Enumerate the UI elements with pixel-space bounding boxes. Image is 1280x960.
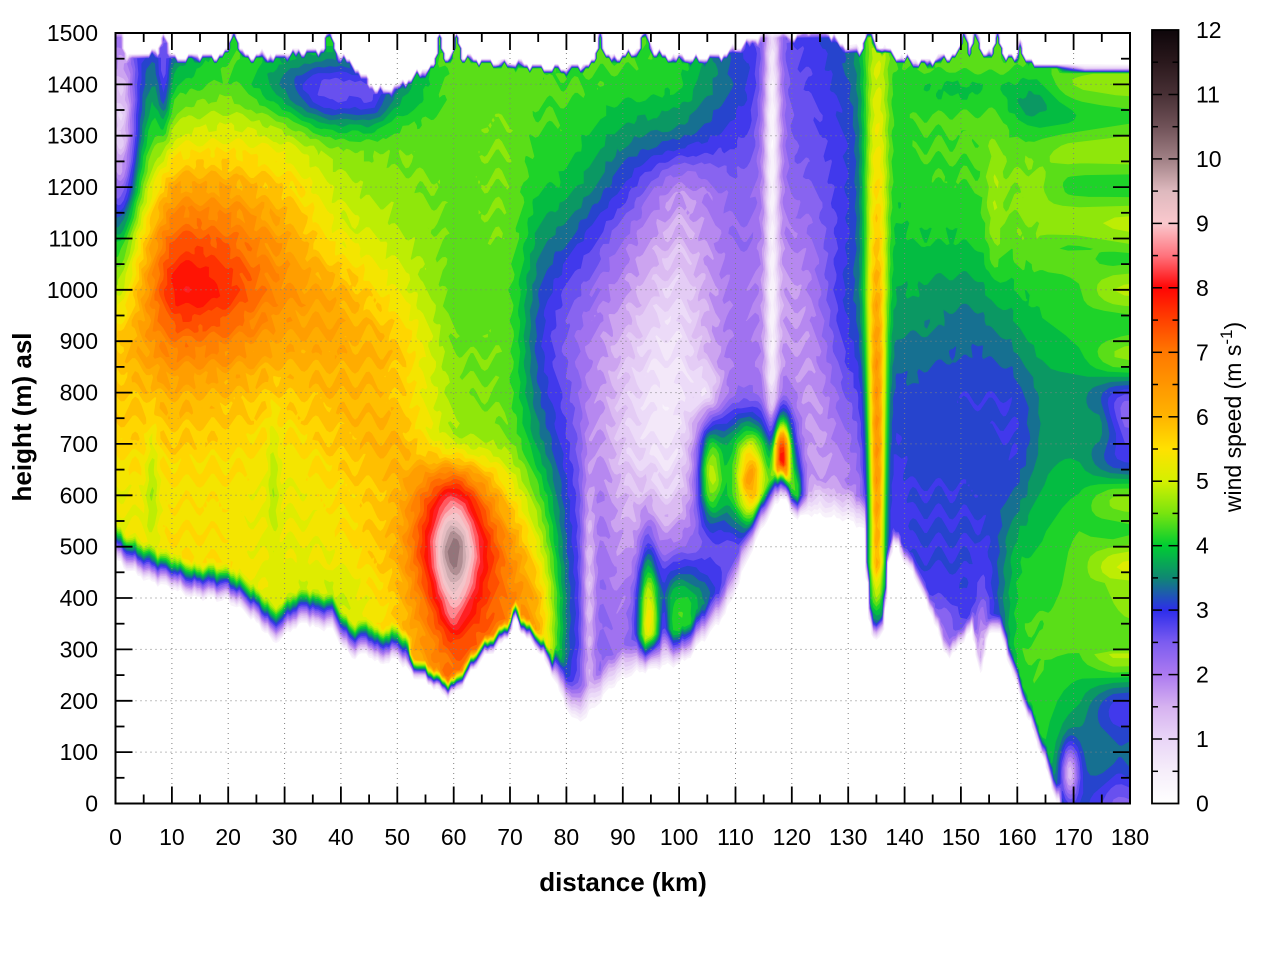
svg-text:110: 110 <box>717 824 754 850</box>
svg-text:180: 180 <box>1111 824 1149 850</box>
svg-text:1500: 1500 <box>47 20 98 46</box>
svg-text:30: 30 <box>272 824 298 850</box>
svg-text:10: 10 <box>1196 146 1222 172</box>
svg-text:1000: 1000 <box>47 277 98 303</box>
svg-text:3: 3 <box>1196 597 1209 623</box>
svg-text:0: 0 <box>85 791 98 817</box>
svg-text:12: 12 <box>1196 17 1222 43</box>
svg-text:60: 60 <box>441 824 467 850</box>
svg-text:130: 130 <box>829 824 867 850</box>
svg-text:90: 90 <box>610 824 636 850</box>
svg-text:500: 500 <box>60 534 98 560</box>
svg-text:8: 8 <box>1196 275 1209 301</box>
svg-text:6: 6 <box>1196 404 1209 430</box>
svg-text:1100: 1100 <box>49 226 98 252</box>
svg-text:100: 100 <box>660 824 698 850</box>
svg-text:1300: 1300 <box>47 123 98 149</box>
svg-text:5: 5 <box>1196 468 1209 494</box>
svg-text:50: 50 <box>385 824 411 850</box>
svg-text:0: 0 <box>1196 791 1209 817</box>
svg-text:1400: 1400 <box>47 71 98 97</box>
svg-text:140: 140 <box>885 824 923 850</box>
svg-text:150: 150 <box>942 824 980 850</box>
svg-text:4: 4 <box>1196 533 1209 559</box>
svg-text:wind speed (m s-1): wind speed (m s-1) <box>1217 322 1246 513</box>
svg-text:100: 100 <box>60 739 98 765</box>
svg-text:300: 300 <box>60 636 98 662</box>
svg-text:400: 400 <box>60 585 98 611</box>
svg-text:160: 160 <box>998 824 1036 850</box>
svg-text:2: 2 <box>1196 662 1209 688</box>
svg-text:600: 600 <box>60 482 98 508</box>
svg-text:10: 10 <box>159 824 185 850</box>
svg-text:0: 0 <box>109 824 122 850</box>
svg-text:900: 900 <box>60 328 98 354</box>
svg-text:170: 170 <box>1054 824 1092 850</box>
svg-text:1200: 1200 <box>47 174 98 200</box>
svg-text:120: 120 <box>773 824 811 850</box>
svg-text:20: 20 <box>215 824 241 850</box>
svg-text:700: 700 <box>60 431 98 457</box>
svg-text:40: 40 <box>328 824 354 850</box>
svg-text:1: 1 <box>1196 726 1209 752</box>
svg-text:7: 7 <box>1196 339 1209 365</box>
svg-text:800: 800 <box>60 380 98 406</box>
svg-text:70: 70 <box>497 824 523 850</box>
svg-text:11: 11 <box>1196 82 1220 108</box>
svg-text:80: 80 <box>554 824 580 850</box>
svg-text:9: 9 <box>1196 210 1209 236</box>
svg-text:200: 200 <box>60 688 98 714</box>
svg-text:height (m) asl: height (m) asl <box>7 332 37 501</box>
svg-text:distance (km): distance (km) <box>539 867 707 897</box>
